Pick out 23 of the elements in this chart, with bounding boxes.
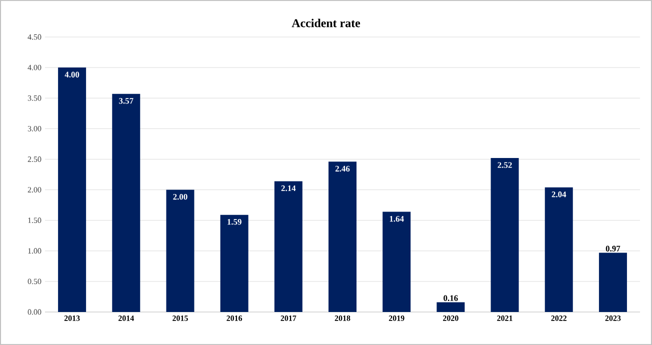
- bar: [220, 214, 248, 312]
- data-label: 0.97: [606, 246, 620, 252]
- bar: [166, 190, 194, 312]
- data-label: 2.14: [281, 185, 296, 192]
- data-label: 1.59: [228, 219, 242, 225]
- data-label: 2.00: [173, 194, 188, 200]
- data-label: 3.57: [119, 98, 134, 104]
- bar: [328, 162, 357, 312]
- bar: [274, 181, 302, 312]
- data-label: 1.64: [390, 216, 404, 222]
- data-label: 2.52: [498, 162, 512, 168]
- data-label: 2.46: [335, 166, 350, 172]
- bar: [490, 158, 519, 312]
- bar: [598, 252, 627, 312]
- bar: [382, 212, 411, 312]
- data-label: 0.16: [444, 295, 458, 302]
- bar: [544, 187, 573, 312]
- chart-title: Accident rate: [292, 18, 360, 28]
- data-label: 4.00: [64, 72, 80, 78]
- bar: [58, 68, 86, 312]
- data-label: 2.04: [552, 192, 566, 198]
- bar: [436, 302, 465, 312]
- bar: [112, 94, 140, 312]
